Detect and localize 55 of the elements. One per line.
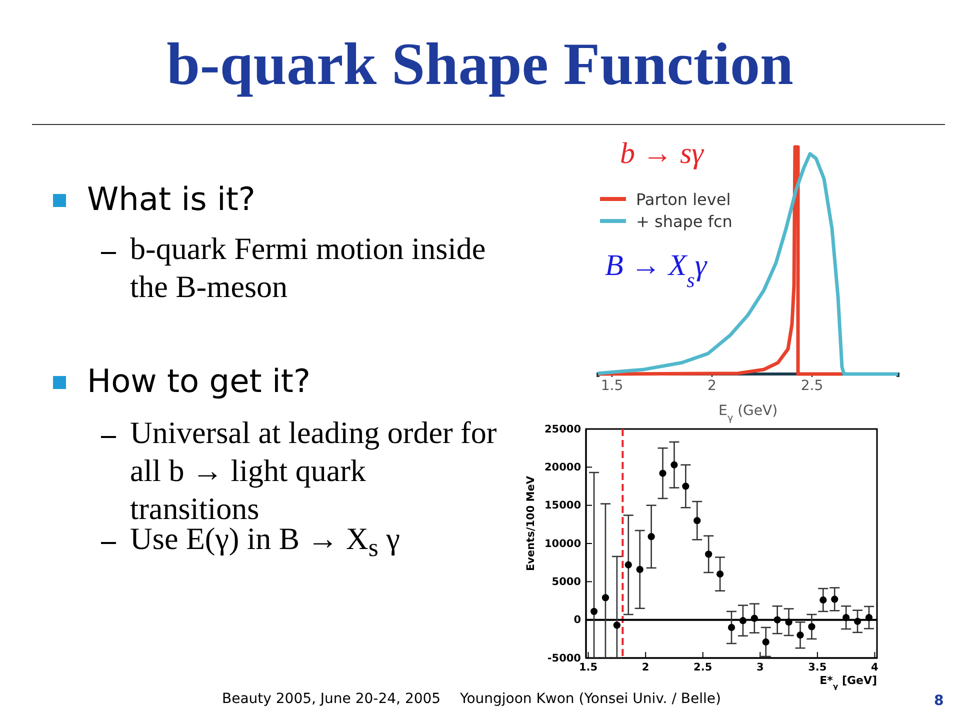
x-tick-label: 1.5 bbox=[600, 378, 624, 394]
point bbox=[774, 616, 781, 624]
point bbox=[659, 470, 666, 477]
point bbox=[750, 614, 758, 622]
point bbox=[762, 638, 770, 646]
point bbox=[808, 623, 816, 630]
point bbox=[636, 566, 644, 574]
point bbox=[831, 596, 838, 603]
y-tick-label: 20000 bbox=[544, 462, 581, 474]
point bbox=[670, 461, 678, 468]
x-tick-label: 1.5 bbox=[578, 661, 598, 674]
point bbox=[682, 482, 690, 490]
point bbox=[739, 617, 747, 624]
x-tick-label: 2.5 bbox=[694, 661, 712, 674]
x-axis-title: E*$_{γ}$ [GeV] bbox=[820, 674, 877, 690]
point bbox=[624, 561, 632, 568]
x-tick-label: 4 bbox=[871, 661, 878, 674]
point bbox=[694, 517, 701, 524]
text: b-quark Fermi motion inside the B-meson bbox=[130, 230, 487, 306]
x-tick-label: 2 bbox=[642, 661, 650, 674]
point bbox=[705, 550, 712, 558]
text: Beauty 2005, June 20-24, 2005 bbox=[222, 691, 441, 707]
point bbox=[842, 614, 850, 622]
annotation: B → X$_{s}$γ bbox=[605, 249, 708, 292]
point bbox=[728, 624, 736, 632]
text: How to get it? bbox=[87, 362, 310, 400]
point bbox=[590, 608, 598, 615]
point bbox=[785, 618, 792, 626]
text: Youngjoon Kwon (Yonsei Univ. / Belle) bbox=[460, 691, 721, 707]
annotation: b → sγ bbox=[620, 137, 705, 170]
x-axis-title: E$_{γ}$ (GeV) bbox=[718, 403, 778, 424]
point bbox=[613, 622, 620, 629]
y-tick-label: 5000 bbox=[552, 576, 581, 588]
y-axis-title: Events/100 MeV bbox=[525, 475, 537, 571]
point bbox=[716, 570, 724, 578]
y-tick-label: 10000 bbox=[544, 538, 581, 550]
point bbox=[796, 632, 804, 639]
x-tick-label: 3.5 bbox=[808, 661, 827, 674]
text: What is it? bbox=[87, 180, 256, 218]
text: 8 bbox=[934, 693, 944, 709]
legend-label: + shape fcn bbox=[636, 212, 732, 231]
text: b-quark Shape Function bbox=[166, 30, 794, 99]
x-tick-label: 2 bbox=[708, 378, 716, 394]
x-tick-label: 2.5 bbox=[800, 378, 824, 394]
point bbox=[820, 596, 827, 604]
legend-label: Parton level bbox=[636, 190, 731, 209]
point bbox=[865, 614, 873, 622]
x-tick-label: 3 bbox=[756, 661, 764, 674]
y-tick-label: 25000 bbox=[544, 423, 581, 436]
point bbox=[854, 618, 862, 625]
point bbox=[648, 533, 655, 540]
y-tick-label: -5000 bbox=[547, 652, 581, 664]
y-tick-label: 0 bbox=[574, 614, 581, 626]
point bbox=[602, 594, 610, 602]
y-tick-label: 15000 bbox=[544, 500, 581, 512]
